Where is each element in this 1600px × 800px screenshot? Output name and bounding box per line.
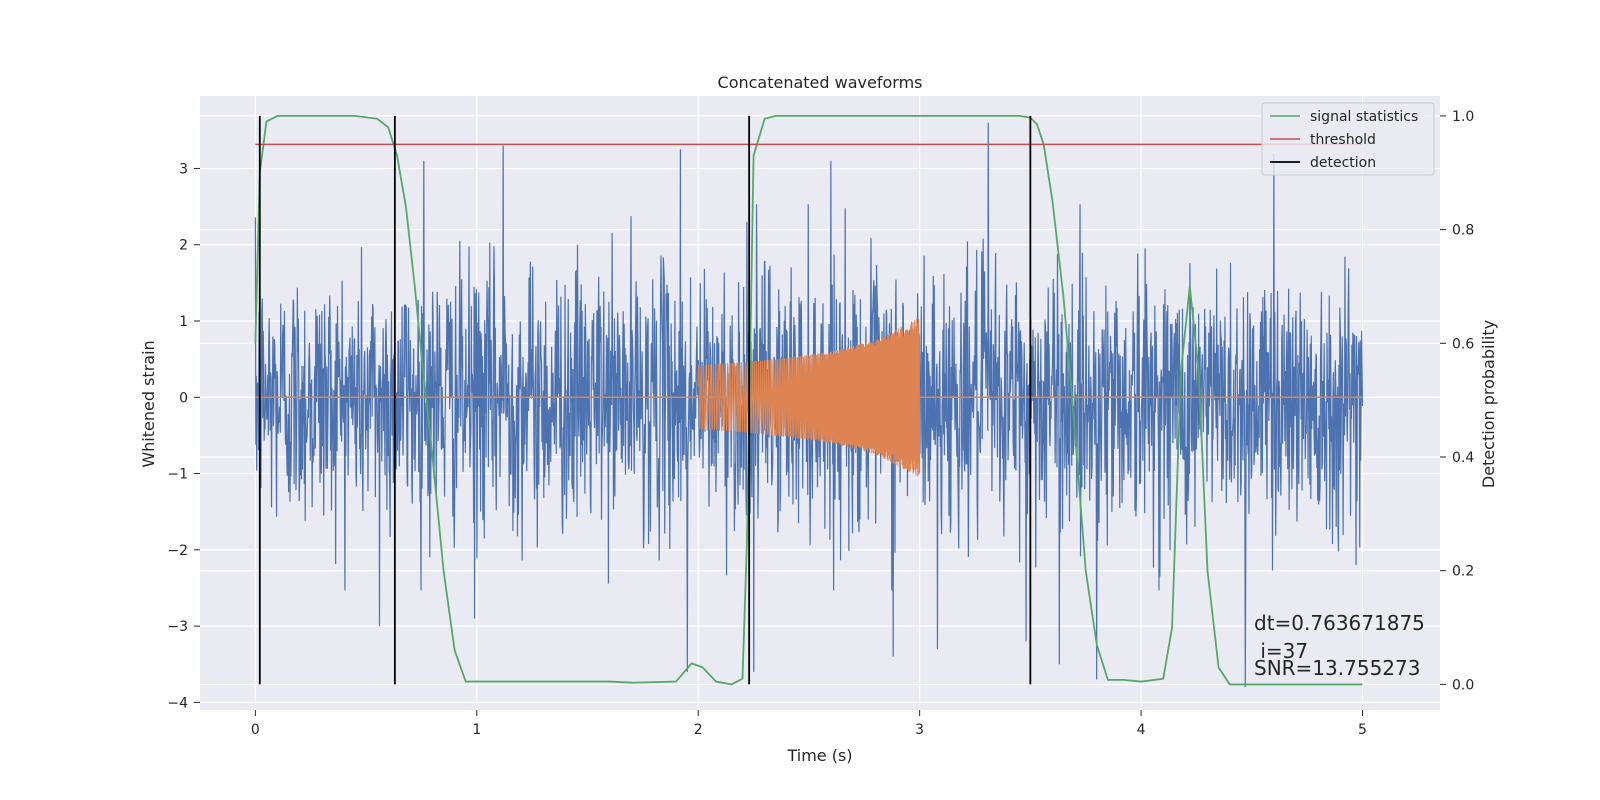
y2-tick-label: 0.2: [1452, 564, 1474, 580]
y2-axis-label: Detection probability: [1479, 320, 1498, 488]
y-tick-label: 1: [179, 314, 188, 330]
annotation-snr: SNR=13.755273: [1254, 656, 1420, 680]
y-tick-label: −3: [167, 619, 188, 635]
y-tick-label: 3: [179, 161, 188, 177]
y-tick-label: −1: [167, 467, 188, 483]
y-tick-label: −4: [167, 695, 188, 711]
x-tick-label: 3: [915, 722, 924, 738]
x-tick-label: 1: [472, 722, 481, 738]
annotation-dt: dt=0.763671875: [1254, 611, 1425, 635]
y2-tick-label: 0.8: [1452, 223, 1474, 239]
chart-title: Concatenated waveforms: [718, 73, 923, 92]
legend-box: [1261, 102, 1435, 176]
signal-statistics-line: [254, 115, 1363, 686]
annotation-index: i=37: [1254, 639, 1308, 663]
y2-tick-label: 1.0: [1452, 109, 1474, 125]
y2-tick-label: 0.4: [1452, 450, 1474, 466]
y-tick-label: −2: [167, 543, 188, 559]
y2-tick-label: 0.0: [1452, 677, 1474, 693]
chirp-series: [255, 318, 1363, 477]
y2-tick-label: 0.6: [1452, 336, 1474, 352]
legend-label-detection: detection: [1310, 155, 1376, 171]
y-axis-label: Whitened strain: [139, 340, 158, 467]
x-tick-label: 2: [694, 722, 703, 738]
legend: signal statistics threshold detection: [1261, 102, 1435, 176]
y-tick-label: 0: [179, 390, 188, 406]
y-tick-label: 2: [179, 238, 188, 254]
axis-ticks: 0 1 2 3 4 5 −4 −3 −2 −1 0 1 2 3 0.0 0.2 0.4 0.6 0.8 1.0: [167, 109, 1474, 738]
detection-series: [258, 115, 1032, 685]
legend-label-signal-statistics: signal statistics: [1310, 109, 1418, 125]
x-tick-label: 5: [1358, 722, 1367, 738]
x-tick-label: 4: [1137, 722, 1146, 738]
signal-statistics-series: [254, 115, 1363, 686]
chirp-line: [697, 318, 921, 477]
legend-label-threshold: threshold: [1310, 132, 1376, 148]
x-axis-label: Time (s): [786, 746, 852, 765]
x-tick-label: 0: [251, 722, 260, 738]
